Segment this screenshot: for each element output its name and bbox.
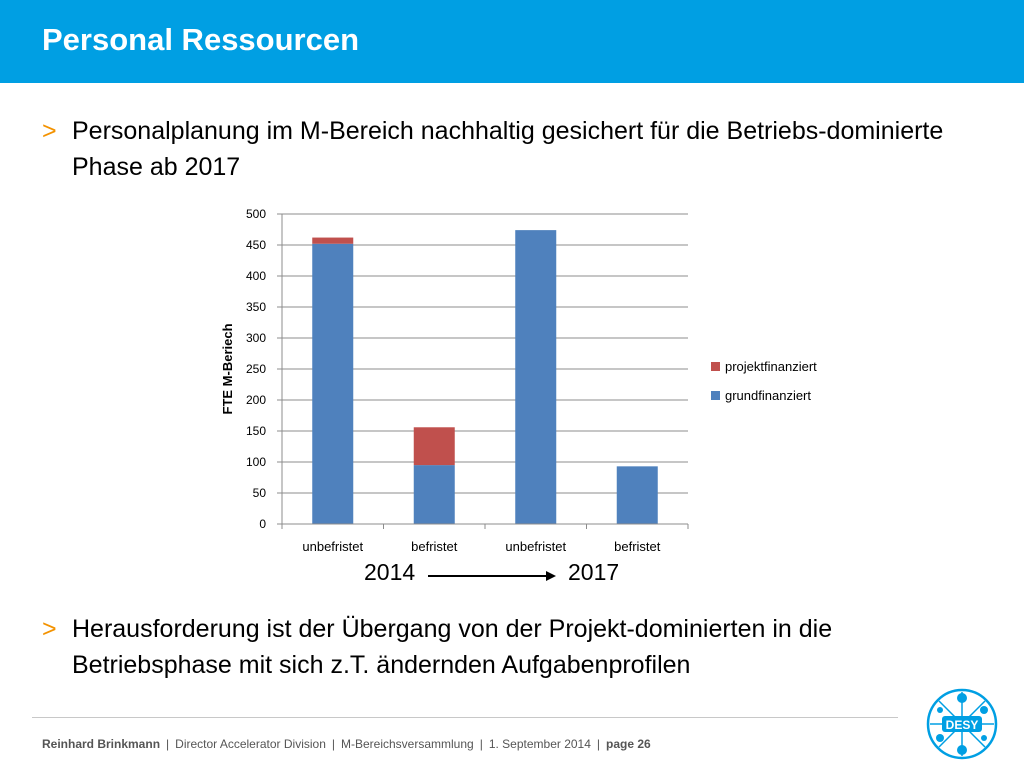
footer-event: M-Bereichsversammlung xyxy=(341,737,474,751)
x-tick-label: befristet xyxy=(411,539,458,554)
desy-logo-icon: DESY xyxy=(926,688,998,760)
bar-grundfinanziert xyxy=(413,465,455,524)
footer: Reinhard Brinkmann | Director Accelerator … xyxy=(42,737,651,751)
y-axis-label: FTE M-Beriech xyxy=(220,323,235,414)
y-tick-label: 150 xyxy=(246,424,266,438)
footer-divider xyxy=(32,717,898,718)
legend-label-grundfinanziert: grundfinanziert xyxy=(725,388,811,403)
bullet-text-2: Herausforderung ist der Übergang von der… xyxy=(72,615,833,679)
y-tick-label: 0 xyxy=(259,517,266,531)
arrow-right-icon xyxy=(428,571,556,581)
bar-grundfinanziert xyxy=(616,466,658,524)
year-from: 2014 xyxy=(364,559,416,585)
legend-swatch-grundfinanziert xyxy=(711,391,720,400)
y-tick-label: 400 xyxy=(246,269,266,283)
footer-role: Director Accelerator Division xyxy=(175,737,326,751)
footer-page: page 26 xyxy=(606,737,651,751)
bar-grundfinanziert xyxy=(312,243,354,524)
y-tick-label: 450 xyxy=(246,238,266,252)
header-bar: Personal Ressourcen xyxy=(0,0,1024,83)
x-tick-label: befristet xyxy=(614,539,661,554)
y-tick-label: 250 xyxy=(246,362,266,376)
bullet-point-1: > Personalplanung im M-Bereich nachhalti… xyxy=(42,113,962,185)
y-tick-label: 300 xyxy=(246,331,266,345)
year-range: 2014 2017 xyxy=(360,555,630,589)
bar-grundfinanziert xyxy=(515,230,557,524)
bullet-marker-icon: > xyxy=(42,117,57,145)
y-tick-label: 200 xyxy=(246,393,266,407)
year-to: 2017 xyxy=(568,559,620,585)
y-tick-label: 100 xyxy=(246,455,266,469)
x-tick-label: unbefristet xyxy=(505,539,566,554)
y-tick-label: 350 xyxy=(246,300,266,314)
y-tick-label: 50 xyxy=(253,486,267,500)
bullet-text-1: Personalplanung im M-Bereich nachhaltig … xyxy=(72,117,944,181)
footer-date: 1. September 2014 xyxy=(488,737,591,751)
logo-text: DESY xyxy=(946,718,979,732)
bullet-marker-icon: > xyxy=(42,615,57,643)
legend-swatch-projektfinanziert xyxy=(711,362,720,371)
legend-label-projektfinanziert: projektfinanziert xyxy=(725,359,817,374)
page-title: Personal Ressourcen xyxy=(42,22,360,57)
y-tick-label: 500 xyxy=(246,207,266,221)
footer-author: Reinhard Brinkmann xyxy=(42,737,161,751)
bar-projektfinanziert xyxy=(312,237,354,244)
bar-projektfinanziert xyxy=(413,427,455,466)
bullet-point-2: > Herausforderung ist der Übergang von d… xyxy=(42,611,962,683)
x-tick-label: unbefristet xyxy=(302,539,363,554)
